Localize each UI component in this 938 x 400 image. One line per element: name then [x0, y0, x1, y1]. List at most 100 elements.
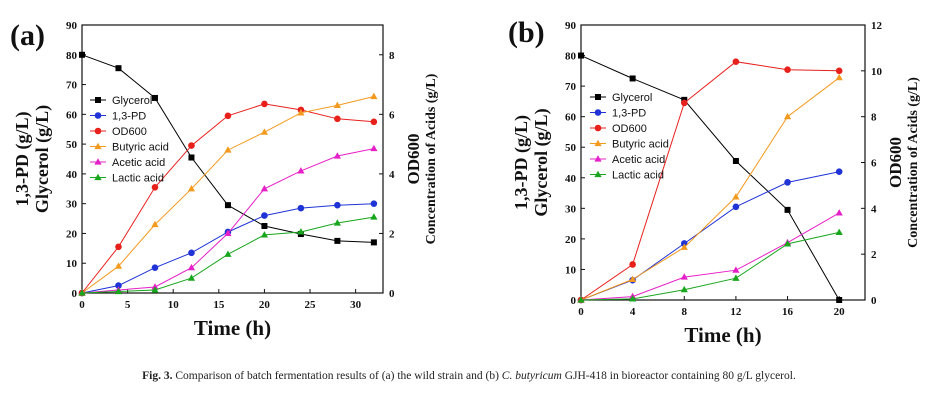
y2-tick-label: 6 [389, 109, 395, 121]
legend: Glycerol 1,3-PD OD600 Butyric acid Acetic ac… [590, 92, 669, 182]
legend-entry: Lactic acid [112, 173, 164, 185]
data-point [732, 203, 740, 211]
series-acetic-acid [78, 144, 378, 296]
legend-swatch-marker [594, 109, 602, 116]
legend-swatch-marker [594, 170, 602, 178]
series-line [580, 55, 840, 301]
data-point [836, 297, 843, 303]
y2-tick-label: 8 [389, 50, 395, 62]
x-tick-label: 30 [350, 299, 362, 311]
legend-swatch-marker [94, 173, 102, 181]
legend-swatch-marker [594, 139, 602, 147]
y2-tick-label: 4 [389, 169, 395, 181]
x-tick-label: 20 [259, 299, 271, 311]
y-tick-label: 90 [66, 20, 78, 32]
data-point [370, 200, 378, 207]
series-line [580, 231, 840, 301]
data-point [732, 193, 740, 200]
data-point [188, 154, 195, 161]
y-tick-label: 40 [66, 169, 78, 181]
y2-tick-label: 2 [871, 249, 877, 261]
data-point [334, 201, 341, 209]
y-tick-label: 80 [66, 50, 78, 62]
data-point [577, 296, 585, 303]
data-point [370, 92, 378, 100]
y-tick-label: 0 [72, 288, 78, 300]
data-point [187, 184, 196, 192]
y-tick-label: 70 [66, 80, 78, 92]
data-point [784, 66, 791, 73]
y-axis-label-line: Glycerol (g/L) [32, 105, 53, 213]
data-point [629, 261, 636, 268]
y2-tick-label: 6 [871, 158, 877, 170]
legend-swatch-marker [594, 124, 602, 132]
y-axis-label-line: Glycerol (g/L) [531, 108, 552, 216]
x-tick-label: 0 [79, 299, 85, 311]
panel-b-chart: 0 4 8 12 16 20 0 10 20 30 40 50 60 70 80 90 0 2 4 6 8 10 12 (b)… [508, 16, 921, 347]
legend-entry: Butyric acid [112, 142, 169, 154]
data-point [224, 112, 232, 120]
data-point [151, 220, 159, 228]
data-point [370, 213, 378, 220]
legend-entry: 1,3-PD [612, 108, 646, 120]
x-tick-label: 20 [834, 306, 846, 318]
data-point [732, 274, 740, 281]
data-point [334, 237, 341, 244]
series-lactic-acid [577, 228, 843, 303]
y-tick-label: 60 [66, 109, 78, 121]
legend-swatch-marker [594, 155, 602, 162]
y-axis-label-line: 1,3-PD (g/L) [12, 112, 33, 207]
y-tick-label: 60 [565, 112, 577, 124]
y2-axis-label-line: OD600 [886, 137, 905, 188]
data-point [783, 112, 792, 120]
legend-entry: Lactic acid [612, 170, 664, 182]
data-point [835, 209, 843, 216]
y2-tick-label: 2 [389, 228, 395, 240]
series-line [580, 77, 840, 301]
series-1-3-pd [78, 200, 378, 297]
x-tick-label: 12 [730, 306, 742, 318]
figure-caption: Fig. 3. Comparison of batch fermentation… [0, 370, 938, 382]
data-point [151, 264, 159, 271]
x-tick-label: 4 [630, 306, 636, 318]
data-point [578, 52, 584, 59]
legend-entry: 1,3-PD [112, 111, 146, 123]
data-point [261, 100, 268, 108]
legend-swatch-marker [95, 97, 101, 103]
data-point [261, 223, 268, 229]
data-point [297, 109, 305, 116]
caption-label: Fig. 3. [142, 370, 173, 382]
data-point [187, 274, 196, 281]
caption-text-after: GJH-418 in bioreactor containing 80 g/L … [564, 370, 796, 382]
legend-entry: Butyric acid [612, 139, 669, 151]
legend-swatch-marker [94, 158, 102, 165]
data-point [114, 287, 123, 295]
y-tick-label: 30 [66, 199, 78, 211]
y-tick-label: 30 [565, 203, 577, 215]
x-axis-label: Time (h) [684, 323, 761, 347]
y-tick-label: 80 [565, 51, 577, 63]
data-point [732, 58, 740, 65]
legend-entry: Acetic acid [612, 154, 665, 166]
y2-tick-label: 8 [871, 112, 877, 124]
data-point [680, 285, 688, 293]
data-point [151, 183, 159, 191]
legend-entry: Glycerol [612, 92, 652, 104]
x-axis-label: Time (h) [194, 316, 271, 340]
y2-axis-label-line: Concentration of Acids (g/L) [424, 73, 439, 244]
data-point [680, 273, 688, 280]
x-tick-label: 25 [305, 299, 317, 311]
data-point [732, 266, 740, 273]
data-point [334, 115, 341, 123]
y-tick-label: 50 [66, 139, 78, 151]
data-point [784, 206, 791, 213]
data-point [333, 219, 341, 226]
panel-label: (a) [10, 19, 45, 52]
y-tick-label: 20 [66, 228, 78, 240]
series-line [580, 61, 840, 301]
y-tick-label: 40 [565, 173, 577, 185]
y-tick-label: 10 [565, 264, 577, 276]
data-point [370, 239, 377, 246]
y-axis-label-line: 1,3-PD (g/L) [511, 115, 532, 210]
data-point [835, 73, 843, 81]
